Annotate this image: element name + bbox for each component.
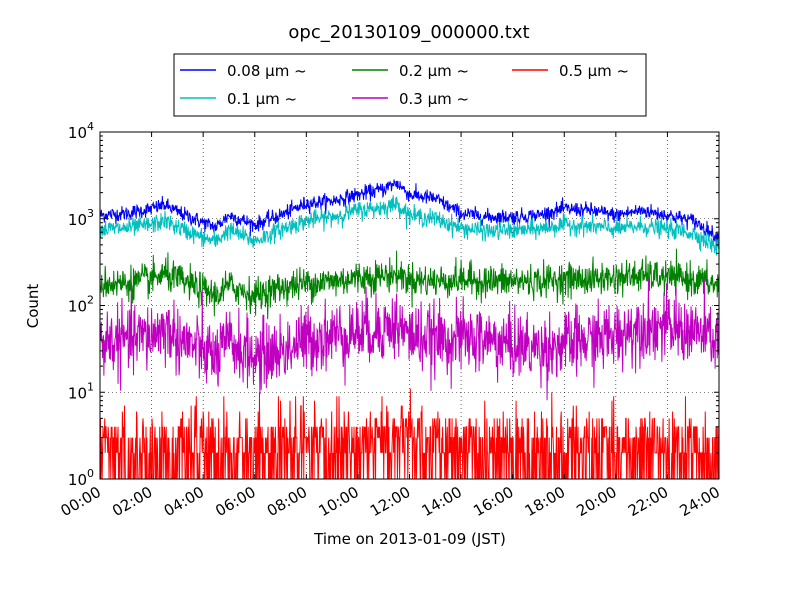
legend-label-1: 0.1 μm ~ bbox=[227, 90, 297, 108]
y-tick-label: 101 bbox=[68, 380, 94, 402]
x-tick-label: 24:00 bbox=[677, 483, 723, 520]
x-tick-label: 12:00 bbox=[367, 483, 413, 520]
legend-label-0: 0.08 μm ~ bbox=[227, 62, 307, 80]
x-tick-label: 02:00 bbox=[109, 483, 155, 520]
y-axis-label: Count bbox=[24, 284, 42, 329]
legend-label-2: 0.2 μm ~ bbox=[399, 62, 469, 80]
y-tick-label: 103 bbox=[68, 207, 94, 229]
legend: 0.08 μm ~ 0.1 μm ~ 0.2 μm ~ 0.3 μm ~ 0.5 μm … bbox=[173, 53, 647, 117]
x-tick-label: 08:00 bbox=[264, 483, 310, 520]
series-line-2 bbox=[100, 248, 719, 320]
x-tick-label: 22:00 bbox=[625, 483, 671, 520]
chart-title: opc_20130109_000000.txt bbox=[288, 22, 529, 43]
x-tick-label: 14:00 bbox=[419, 483, 465, 520]
legend-frame bbox=[173, 53, 647, 117]
x-tick-label: 18:00 bbox=[522, 483, 568, 520]
x-axis-label: Time on 2013-01-09 (JST) bbox=[313, 530, 506, 548]
x-tick-label: 10:00 bbox=[315, 483, 361, 520]
x-tick-label: 16:00 bbox=[470, 483, 516, 520]
x-tick-label: 20:00 bbox=[573, 483, 619, 520]
series-line-0 bbox=[100, 179, 719, 247]
series-line-3 bbox=[100, 279, 719, 401]
x-tick-label: 04:00 bbox=[161, 483, 207, 520]
legend-label-4: 0.5 μm ~ bbox=[559, 62, 629, 80]
legend-label-3: 0.3 μm ~ bbox=[399, 90, 469, 108]
x-tick-label: 06:00 bbox=[212, 483, 258, 520]
y-tick-label: 102 bbox=[68, 294, 94, 316]
series-line-1 bbox=[100, 195, 719, 256]
y-tick-label: 100 bbox=[68, 467, 94, 489]
series-line-4 bbox=[100, 388, 719, 479]
y-tick-label: 104 bbox=[68, 120, 94, 142]
series-layer bbox=[100, 179, 719, 479]
